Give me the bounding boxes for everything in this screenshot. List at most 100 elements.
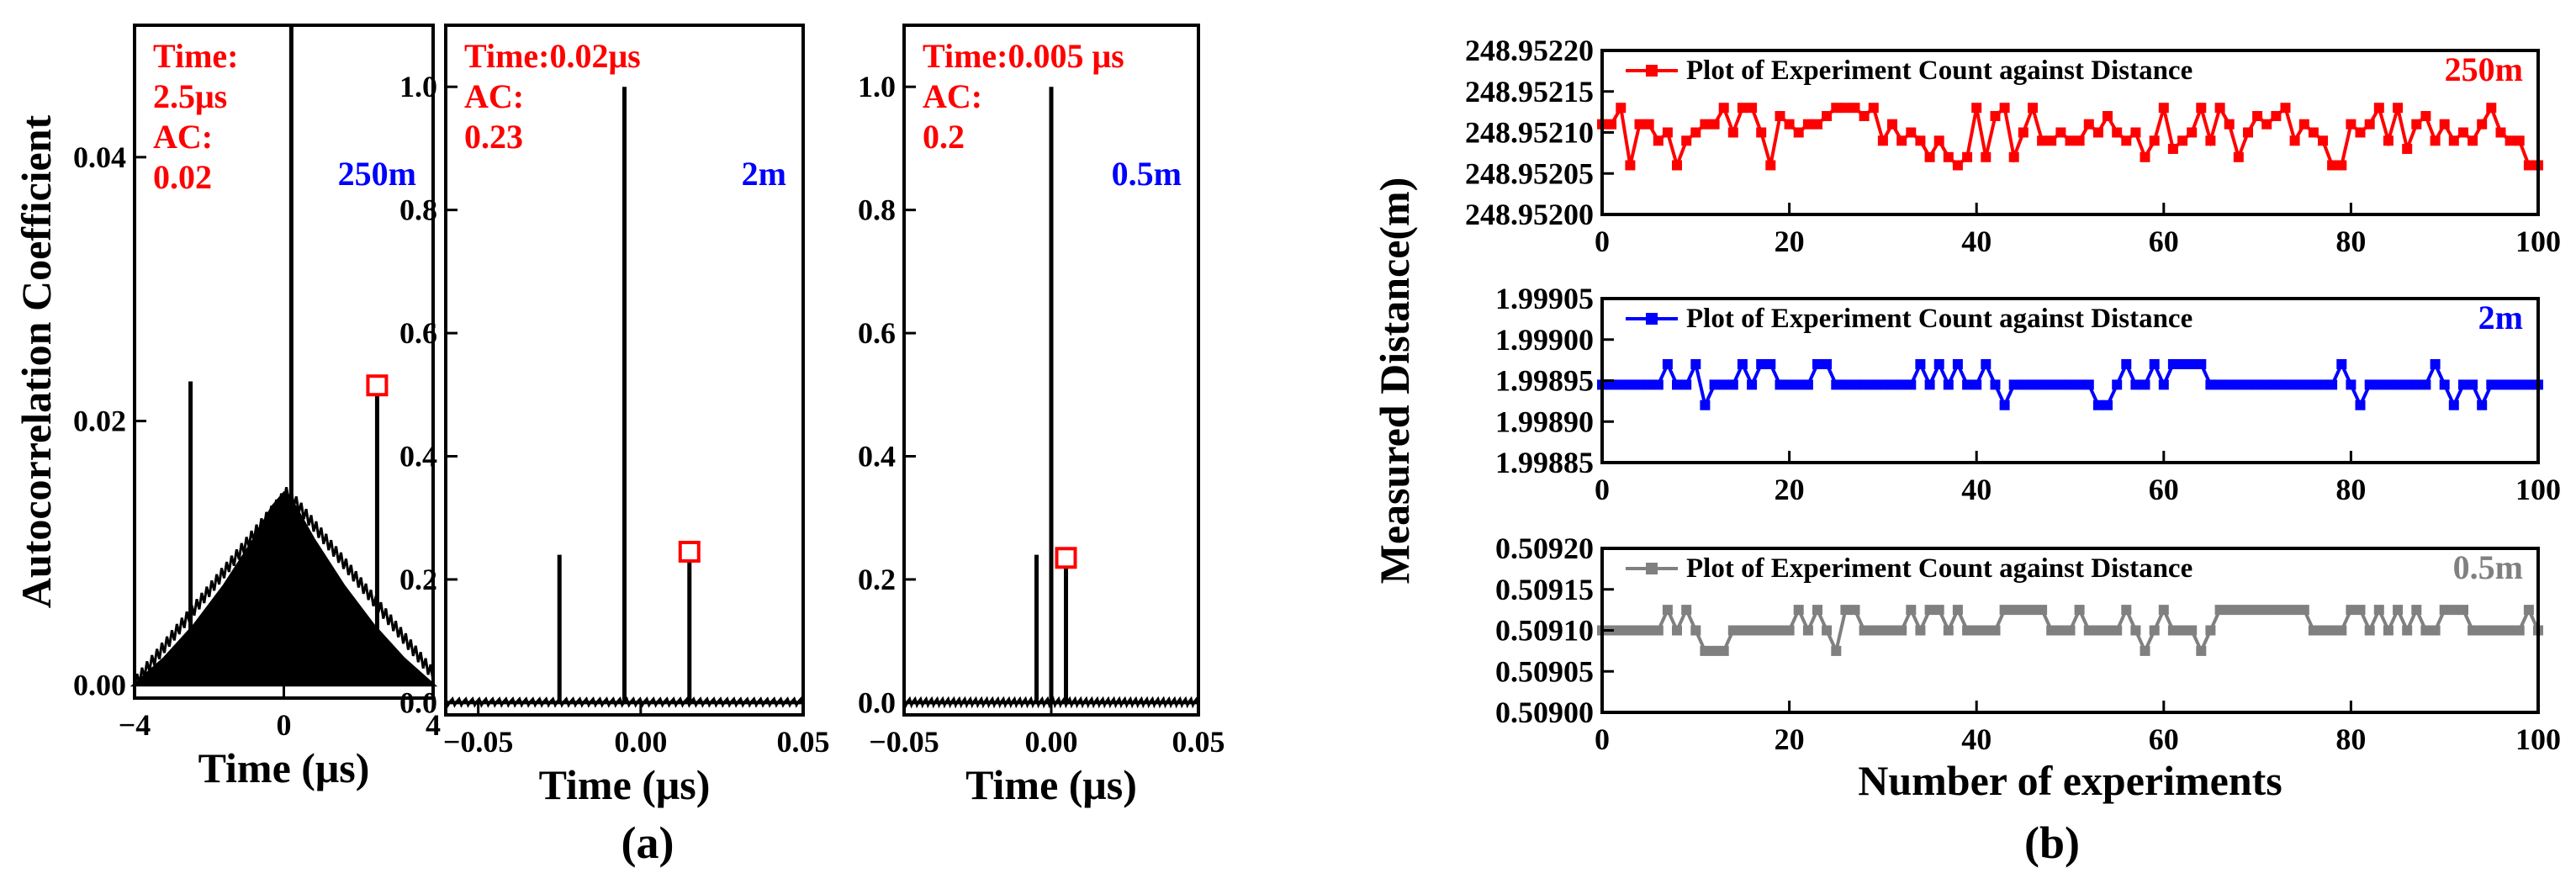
distance-point — [1662, 127, 1673, 138]
distance-point — [1756, 359, 1767, 369]
distance-point — [2252, 379, 2263, 390]
distance-point — [1765, 359, 1776, 369]
annotation-distance-label: 250m — [338, 155, 416, 193]
distance-point — [2233, 605, 2244, 616]
distance-point — [2327, 625, 2338, 636]
distance-point — [2214, 103, 2225, 114]
distance-point — [1868, 103, 1879, 114]
x-tick-label: −0.05 — [443, 725, 514, 759]
x-tick-label: 100 — [2515, 722, 2561, 756]
y-tick-label: 248.95215 — [1465, 75, 1594, 108]
distance-point — [2523, 160, 2534, 171]
x-tick-label: 0 — [1595, 225, 1610, 258]
distance-point — [2261, 119, 2272, 130]
x-tick-label: 80 — [2335, 225, 2366, 258]
distance-point — [2280, 605, 2291, 616]
distance-point — [1634, 379, 1645, 390]
distance-point — [2046, 135, 2057, 146]
distance-point — [2373, 103, 2384, 114]
distance-point — [2224, 379, 2235, 390]
x-tick-label: 20 — [1775, 473, 1805, 506]
distance-point — [2196, 645, 2207, 656]
x-tick-label: 80 — [2335, 722, 2366, 756]
distance-point — [2224, 119, 2235, 130]
distance-point — [2177, 625, 2188, 636]
distance-point — [1793, 127, 1804, 138]
distance-point — [1962, 379, 1973, 390]
distance-point — [1775, 111, 1785, 121]
x-tick-label: 60 — [2149, 473, 2179, 506]
distance-point — [2355, 605, 2366, 616]
distance-point — [2336, 160, 2347, 171]
distance-point — [2308, 379, 2319, 390]
y-tick-label: 0.8 — [858, 193, 896, 227]
distance-point — [1756, 127, 1767, 138]
distance-point — [2233, 379, 2244, 390]
y-tick-label: 0.0 — [858, 685, 896, 719]
x-tick-label: 0.00 — [614, 725, 667, 759]
distance-point — [2458, 127, 2468, 138]
highlight-marker — [678, 540, 701, 563]
distance-point — [1784, 119, 1795, 130]
x-axis-label: Time (μs) — [965, 761, 1137, 808]
legend-text: Plot of Experiment Count against Distanc… — [1686, 553, 2193, 584]
distance-point — [1700, 645, 1711, 656]
distance-point — [1634, 625, 1645, 636]
y-tick-label: 248.95220 — [1465, 34, 1594, 67]
distance-point — [1831, 645, 1842, 656]
distance-point — [1859, 379, 1870, 390]
chart-autocorrelation-0-5m: −0.05 0.00 0.05 0.0 0.2 0.4 0.6 0.8 1.0 Time (μs)… — [858, 24, 1225, 808]
distance-point — [2318, 135, 2328, 146]
y-tick-label: 0.00 — [73, 668, 126, 701]
distance-point — [2261, 379, 2272, 390]
distance-point — [1681, 379, 1692, 390]
distance-point — [1709, 379, 1720, 390]
distance-point — [1915, 135, 1926, 146]
distance-point — [2468, 625, 2478, 636]
distance-point — [1822, 111, 1833, 121]
distance-point — [1849, 605, 1860, 616]
distance-point — [1981, 625, 1992, 636]
chart-autocorrelation-2m: −0.05 0.00 0.05 0.0 0.2 0.4 0.6 0.8 1.0 Time (μs)… — [399, 24, 830, 808]
y-tick-label: 0.2 — [399, 563, 437, 596]
legend-text: Plot of Experiment Count against Distanc… — [1686, 304, 2193, 334]
distance-point — [2346, 379, 2356, 390]
distance-label: 0.5m — [2453, 548, 2523, 586]
distance-point — [1952, 160, 1963, 171]
distance-point — [2420, 625, 2431, 636]
distance-point — [1775, 379, 1785, 390]
distance-point — [2112, 625, 2123, 636]
distance-point — [1849, 103, 1860, 114]
distance-point — [2092, 127, 2103, 138]
distance-point — [2083, 379, 2094, 390]
distance-point — [1859, 111, 1870, 121]
chart-distance-250m: 0 20 40 60 80 100 248.95200 248.95205 248.95210 2… — [1465, 34, 2561, 258]
distance-point — [1896, 135, 1907, 146]
distance-point — [2411, 119, 2422, 130]
x-tick-label: 100 — [2515, 225, 2561, 258]
distance-point — [2271, 379, 2282, 390]
distance-point — [1793, 379, 1804, 390]
y-tick-label: 0.0 — [399, 685, 437, 719]
distance-point — [2055, 127, 2066, 138]
x-tick-label: 60 — [2149, 225, 2179, 258]
distance-point — [1616, 625, 1627, 636]
distance-point — [2383, 625, 2394, 636]
distance-point — [2327, 379, 2338, 390]
distance-point — [1999, 400, 2010, 410]
distance-point — [1718, 645, 1729, 656]
distance-point — [2308, 625, 2319, 636]
distance-point — [2383, 135, 2394, 146]
distance-point — [2205, 135, 2216, 146]
distance-point — [2336, 359, 2347, 369]
distance-point — [1840, 103, 1851, 114]
distance-point — [2177, 135, 2188, 146]
distance-point — [2074, 605, 2085, 616]
distance-point — [2439, 605, 2450, 616]
distance-point — [1822, 625, 1833, 636]
distance-point — [2327, 160, 2338, 171]
x-tick-label: 40 — [1961, 722, 1992, 756]
distance-point — [2514, 135, 2525, 146]
y-tick-label: 1.99905 — [1495, 282, 1594, 315]
distance-point — [2495, 379, 2506, 390]
